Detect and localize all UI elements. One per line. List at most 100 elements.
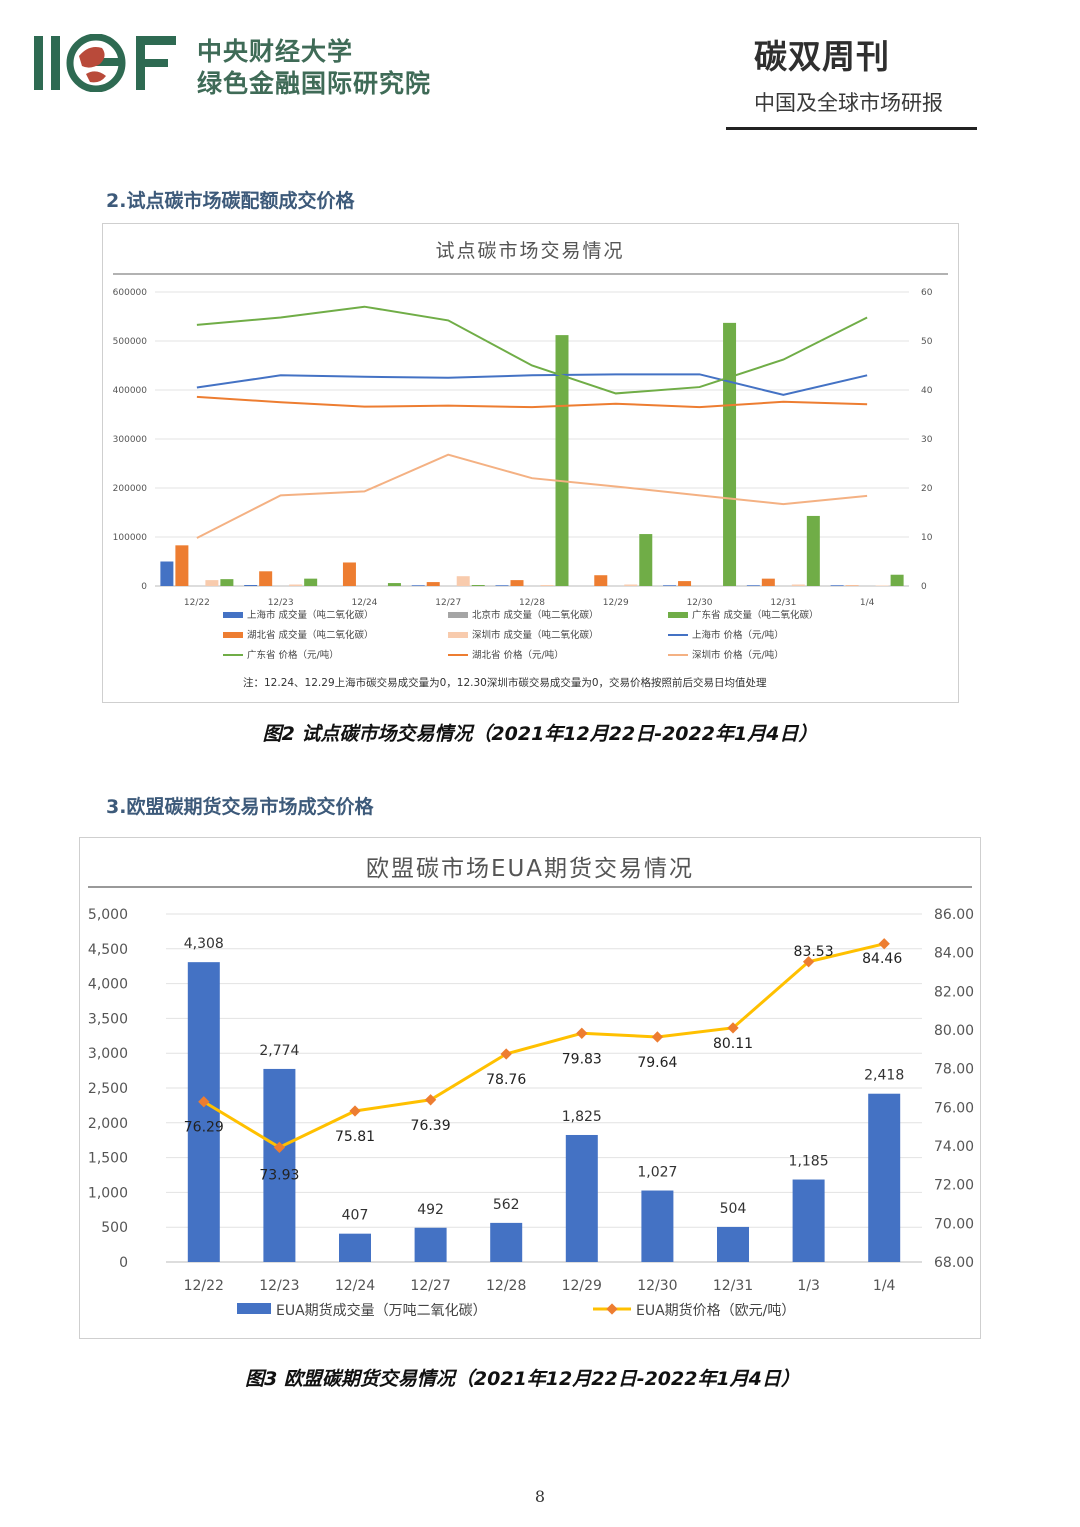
volume-data-label: 1,825 bbox=[562, 1109, 602, 1125]
price-marker bbox=[349, 1105, 361, 1117]
y2-tick-label: 76.00 bbox=[934, 1100, 974, 1116]
volume-data-label: 2,418 bbox=[864, 1068, 904, 1084]
legend-label: EUA期货价格（欧元/吨） bbox=[636, 1302, 795, 1319]
x-tick-label: 1/4 bbox=[860, 598, 875, 608]
bar bbox=[791, 584, 805, 586]
bar bbox=[471, 585, 485, 586]
y2-tick-label: 72.00 bbox=[934, 1178, 974, 1194]
y-tick-label: 500 bbox=[101, 1220, 128, 1236]
chart1-frame: 试点碳市场交易情况 0 100000 200000 300000 400000 500000… bbox=[102, 223, 959, 703]
volume-data-label: 2,774 bbox=[259, 1043, 299, 1059]
y2-tick-label: 74.00 bbox=[934, 1139, 974, 1155]
price-line bbox=[196, 395, 868, 409]
legend-label: 湖北省 价格（元/吨） bbox=[472, 649, 564, 661]
y-tick-label: 1,500 bbox=[88, 1151, 128, 1167]
bar bbox=[220, 579, 234, 586]
volume-bar bbox=[414, 1227, 447, 1262]
bar bbox=[387, 583, 401, 586]
y2-tick-label: 30 bbox=[921, 435, 933, 445]
x-tick-label: 12/29 bbox=[562, 1278, 602, 1294]
x-tick-label: 12/22 bbox=[184, 1278, 224, 1294]
legend-label: 湖北省 成交量（吨二氧化碳） bbox=[247, 629, 374, 641]
y2-tick-label: 78.00 bbox=[934, 1062, 974, 1078]
legend-swatch bbox=[448, 632, 468, 638]
legend-label: 北京市 成交量（吨二氧化碳） bbox=[472, 609, 599, 621]
volume-bar bbox=[641, 1190, 674, 1262]
price-line bbox=[196, 305, 868, 395]
legend-label: 深圳市 成交量（吨二氧化碳） bbox=[472, 629, 599, 641]
y2-tick-label: 82.00 bbox=[934, 984, 974, 1000]
price-marker bbox=[651, 1031, 664, 1043]
bar bbox=[890, 574, 904, 586]
bar bbox=[160, 561, 174, 586]
price-data-label: 84.46 bbox=[862, 951, 902, 967]
y2-tick-label: 68.00 bbox=[934, 1255, 974, 1271]
chart-title: 试点碳市场交易情况 bbox=[435, 240, 624, 262]
y-tick-label: 100000 bbox=[113, 533, 148, 543]
y-tick-label: 3,000 bbox=[88, 1046, 128, 1062]
price-line bbox=[196, 373, 868, 396]
bar bbox=[304, 578, 318, 586]
section-title: 3.欧盟碳期货交易市场成交价格 bbox=[106, 796, 374, 818]
bar bbox=[342, 562, 356, 586]
x-tick-label: 12/27 bbox=[435, 598, 461, 608]
bar bbox=[555, 335, 569, 586]
y-tick-label: 3,500 bbox=[88, 1011, 128, 1027]
price-marker bbox=[500, 1048, 512, 1060]
y2-tick-label: 80.00 bbox=[934, 1023, 974, 1039]
publication-title: 碳双周刊 bbox=[754, 37, 890, 76]
bar bbox=[639, 534, 653, 586]
price-line bbox=[203, 942, 885, 1150]
legend-label: 上海市 成交量（吨二氧化碳） bbox=[247, 609, 374, 621]
volume-data-label: 562 bbox=[493, 1197, 520, 1213]
price-marker bbox=[576, 1027, 588, 1039]
figure-caption: 图2 试点碳市场交易情况（2021年12月22日-2022年1月4日） bbox=[262, 723, 818, 745]
price-data-label: 79.64 bbox=[637, 1055, 677, 1071]
y2-tick-label: 84.00 bbox=[934, 946, 974, 962]
figure-caption: 图3 欧盟碳期货交易情况（2021年12月22日-2022年1月4日） bbox=[245, 1368, 800, 1390]
bar bbox=[426, 582, 440, 586]
chart-note: 注：12.24、12.29上海市碳交易成交量为0，12.30深圳市碳交易成交量为… bbox=[243, 676, 767, 689]
y-tick-label: 300000 bbox=[113, 435, 148, 445]
y-tick-label: 2,000 bbox=[88, 1116, 128, 1132]
y2-tick-label: 86.00 bbox=[934, 907, 974, 923]
legend-swatch bbox=[223, 612, 243, 618]
y-tick-label: 4,000 bbox=[88, 977, 128, 993]
x-tick-label: 12/31 bbox=[770, 598, 796, 608]
bar bbox=[761, 578, 775, 586]
y-tick-label: 400000 bbox=[113, 386, 148, 396]
y-tick-label: 0 bbox=[141, 582, 147, 592]
price-data-label: 78.76 bbox=[486, 1072, 526, 1088]
volume-bar bbox=[868, 1093, 901, 1262]
legend-swatch bbox=[223, 632, 243, 638]
x-tick-label: 12/27 bbox=[410, 1278, 450, 1294]
bar bbox=[259, 571, 273, 586]
y-tick-label: 600000 bbox=[113, 288, 148, 298]
volume-bar bbox=[490, 1222, 523, 1262]
bar bbox=[678, 581, 692, 586]
legend-label: 深圳市 价格（元/吨） bbox=[692, 649, 784, 661]
chart2-frame: 欧盟碳市场EUA期货交易情况 0 500 1,000 1,500 2,000 2,500 3,… bbox=[79, 837, 981, 1339]
volume-data-label: 1,185 bbox=[789, 1154, 829, 1170]
y-tick-label: 1,000 bbox=[88, 1185, 128, 1201]
bar bbox=[456, 576, 470, 586]
x-tick-label: 12/22 bbox=[184, 598, 210, 608]
y2-tick-label: 50 bbox=[921, 337, 933, 347]
x-tick-label: 12/28 bbox=[519, 598, 545, 608]
price-marker bbox=[878, 938, 890, 950]
volume-bar bbox=[339, 1233, 371, 1262]
price-data-label: 75.81 bbox=[335, 1129, 375, 1145]
legend-swatch bbox=[448, 612, 468, 618]
volume-bar bbox=[717, 1226, 749, 1262]
legend-swatch bbox=[668, 612, 688, 618]
logo-letter-i bbox=[51, 36, 60, 90]
bar bbox=[540, 585, 554, 586]
legend-label: 广东省 价格（元/吨） bbox=[247, 649, 339, 661]
price-data-label: 83.53 bbox=[794, 944, 834, 960]
volume-bar bbox=[187, 962, 220, 1262]
legend-label: EUA期货成交量（万吨二氧化碳） bbox=[276, 1302, 487, 1319]
x-tick-label: 1/4 bbox=[873, 1278, 896, 1294]
page-number: 8 bbox=[534, 1487, 546, 1506]
price-data-label: 76.29 bbox=[184, 1120, 224, 1136]
legend-label: 上海市 价格（元/吨） bbox=[692, 629, 784, 641]
